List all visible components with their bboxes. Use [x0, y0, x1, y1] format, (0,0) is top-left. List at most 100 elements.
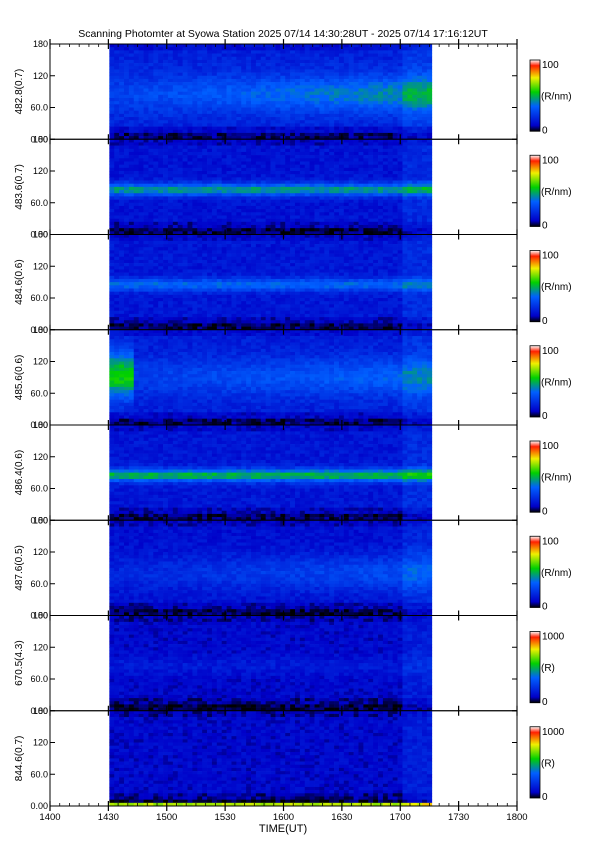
- heatmap-cell: [412, 101, 418, 105]
- heatmap-cell: [348, 104, 354, 108]
- heatmap-cell: [265, 101, 271, 105]
- heatmap-cell: [309, 104, 315, 108]
- heatmap-cell: [216, 282, 223, 286]
- heatmap-cell: [309, 88, 315, 92]
- heatmap-cell: [207, 151, 213, 156]
- heatmap-cell: [236, 231, 242, 235]
- heatmap-cell: [275, 94, 281, 99]
- heatmap-cell: [260, 174, 267, 178]
- heatmap-cell: [265, 69, 271, 73]
- heatmap-cell: [270, 110, 276, 115]
- heatmap-cell: [402, 44, 408, 48]
- heatmap-cell: [255, 110, 262, 115]
- heatmap-cell: [177, 120, 183, 124]
- heatmap-cell: [119, 215, 125, 219]
- heatmap-cell: [124, 196, 130, 200]
- figure-title: Scanning Photomter at Syowa Station 2025…: [78, 28, 488, 40]
- heatmap-cell: [265, 63, 271, 67]
- heatmap-cell: [187, 110, 193, 115]
- heatmap-cell: [280, 174, 286, 178]
- heatmap-cell: [324, 171, 330, 175]
- heatmap-cell: [314, 164, 320, 169]
- heatmap-cell: [197, 129, 203, 134]
- heatmap-cell: [202, 298, 208, 302]
- heatmap-cell: [153, 120, 159, 124]
- heatmap-cell: [285, 94, 291, 99]
- heatmap-cell: [187, 136, 193, 140]
- heatmap-cell: [148, 269, 154, 273]
- heatmap-cell: [373, 78, 379, 83]
- heatmap-cell: [392, 142, 398, 146]
- heatmap-cell: [285, 190, 291, 194]
- heatmap-cell: [138, 174, 144, 178]
- heatmap-cell: [290, 53, 296, 58]
- heatmap-cell: [114, 107, 120, 112]
- heatmap-cell: [138, 323, 144, 327]
- heatmap-cell: [368, 101, 374, 105]
- heatmap-cell: [255, 196, 262, 200]
- heatmap-cell: [192, 151, 198, 156]
- heatmap-cell: [221, 240, 227, 245]
- heatmap-cell: [167, 117, 174, 121]
- heatmap-cell: [275, 91, 281, 96]
- heatmap-cell: [280, 59, 286, 64]
- heatmap-cell: [255, 136, 262, 140]
- heatmap-cell: [207, 215, 213, 219]
- heatmap-cell: [368, 94, 374, 99]
- panel-ylabel: 482.8(0.7): [14, 69, 25, 115]
- heatmap-cell: [358, 221, 364, 226]
- heatmap-cell: [124, 44, 130, 48]
- heatmap-cell: [197, 123, 203, 127]
- heatmap-cell: [158, 278, 164, 283]
- heatmap-cell: [270, 47, 276, 51]
- heatmap-cell: [343, 101, 350, 105]
- heatmap-cell: [114, 47, 120, 51]
- heatmap-cell: [265, 326, 271, 331]
- heatmap-cell: [148, 298, 154, 302]
- heatmap-cell: [412, 50, 418, 54]
- heatmap-cell: [172, 228, 179, 232]
- heatmap-cell: [387, 88, 394, 92]
- heatmap-cell: [314, 193, 320, 197]
- heatmap-cell: [119, 53, 125, 58]
- heatmap-cell: [280, 171, 286, 175]
- heatmap-cell: [172, 215, 179, 219]
- heatmap-cell: [241, 117, 247, 121]
- heatmap-cell: [172, 78, 179, 83]
- heatmap-cell: [324, 104, 330, 108]
- heatmap-cell: [226, 247, 232, 251]
- heatmap-cell: [211, 171, 218, 175]
- heatmap-cell: [368, 202, 374, 207]
- heatmap-cell: [207, 269, 213, 273]
- heatmap-cell: [275, 85, 281, 89]
- heatmap-cell: [309, 72, 315, 77]
- heatmap-cell: [114, 110, 120, 115]
- heatmap-cell: [299, 66, 306, 70]
- heatmap-cell: [148, 317, 154, 321]
- heatmap-cell: [280, 224, 286, 229]
- heatmap-cell: [236, 224, 242, 229]
- heatmap-cell: [382, 209, 389, 213]
- heatmap-cell: [221, 142, 227, 146]
- heatmap-cell: [241, 91, 247, 96]
- heatmap-cell: [182, 224, 188, 229]
- heatmap-cell: [426, 190, 433, 194]
- heatmap-cell: [251, 190, 257, 194]
- heatmap-cell: [246, 129, 252, 134]
- heatmap-cell: [143, 212, 149, 216]
- heatmap-cell: [348, 75, 354, 80]
- heatmap-cell: [226, 183, 232, 188]
- heatmap-cell: [251, 72, 257, 77]
- heatmap-cell: [348, 180, 354, 185]
- heatmap-cell: [143, 304, 149, 308]
- heatmap-cell: [260, 317, 267, 321]
- heatmap-cell: [241, 56, 247, 61]
- heatmap-cell: [124, 132, 130, 137]
- heatmap-cell: [265, 72, 271, 77]
- heatmap-cell: [294, 215, 301, 219]
- heatmap-cell: [426, 85, 433, 89]
- heatmap-cell: [207, 234, 213, 239]
- heatmap-cell: [182, 104, 188, 108]
- heatmap-cell: [309, 59, 315, 64]
